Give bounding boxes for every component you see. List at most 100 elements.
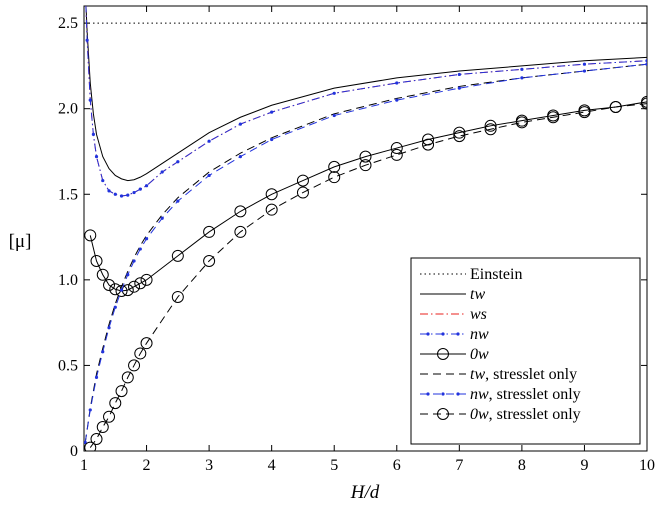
series-line — [85, 6, 647, 182]
data-point — [332, 113, 336, 118]
data-point — [390, 142, 403, 155]
data-point — [234, 205, 247, 218]
data-point — [207, 139, 211, 143]
axis-ticks — [83, 6, 648, 452]
series-layer — [84, 6, 647, 451]
data-point — [265, 188, 278, 201]
data-point — [91, 132, 95, 136]
data-point — [84, 229, 97, 242]
legend-label: Einstein — [470, 266, 522, 283]
data-point — [113, 192, 117, 196]
data-point — [456, 332, 460, 336]
data-point — [453, 126, 466, 139]
data-point — [96, 421, 109, 434]
data-point — [126, 273, 130, 277]
data-point — [265, 203, 278, 216]
data-point — [207, 173, 211, 178]
data-point — [645, 62, 647, 66]
data-point — [422, 138, 435, 151]
series-line — [84, 63, 647, 443]
x-tick-label: 1 — [80, 457, 88, 474]
series-line — [85, 6, 647, 197]
legend-series-name: tw — [470, 366, 485, 383]
data-point — [94, 155, 99, 159]
data-point — [115, 385, 128, 398]
data-point — [520, 76, 524, 80]
data-point — [395, 98, 399, 102]
data-point — [128, 359, 141, 372]
data-point — [203, 225, 216, 238]
y-tick-label: 0.5 — [58, 357, 78, 374]
data-point — [88, 408, 92, 412]
data-point — [641, 97, 647, 110]
data-point — [121, 371, 134, 384]
data-point — [426, 332, 430, 336]
series-3 — [85, 6, 647, 198]
data-point — [140, 273, 153, 286]
series-6 — [84, 62, 647, 445]
x-tick-label: 8 — [518, 457, 526, 474]
data-point — [176, 199, 180, 203]
y-tick-label: 1.5 — [58, 186, 78, 203]
data-point — [328, 160, 341, 173]
data-point — [238, 122, 242, 126]
data-point — [90, 255, 103, 268]
data-point — [103, 410, 116, 423]
data-point — [484, 123, 497, 136]
legend-entry: tw, stresslet only — [420, 366, 577, 383]
data-point — [103, 278, 116, 291]
series-7 — [84, 97, 647, 451]
data-point — [109, 397, 122, 410]
data-point — [107, 326, 111, 330]
data-point — [138, 247, 142, 251]
data-point — [85, 38, 89, 42]
data-point — [582, 69, 587, 73]
data-point — [645, 59, 647, 63]
data-point — [515, 116, 528, 129]
y-axis-label: [μ] — [9, 231, 32, 252]
legend-entry: nw — [420, 326, 489, 343]
legend-suffix: , stresslet only — [489, 406, 581, 423]
data-point — [144, 184, 149, 188]
legend-suffix: , stresslet only — [485, 366, 577, 383]
data-point — [126, 193, 130, 197]
legend-label: nw, stresslet only — [470, 386, 581, 403]
data-point — [457, 86, 461, 90]
legend-series-name: nw — [470, 326, 489, 343]
data-point — [90, 433, 103, 446]
data-point — [437, 408, 449, 420]
legend-series-name: tw — [470, 286, 485, 303]
legend-series-name: 0w — [470, 346, 489, 363]
data-point — [359, 159, 372, 172]
x-tick-label: 3 — [205, 457, 213, 474]
series-5 — [84, 63, 647, 443]
x-tick-label: 5 — [330, 457, 338, 474]
data-point — [520, 67, 524, 71]
x-tick-label: 10 — [639, 457, 655, 474]
data-point — [160, 216, 164, 220]
data-point — [84, 441, 97, 451]
legend-series-name: 0w — [470, 406, 489, 423]
data-point — [441, 332, 445, 336]
data-point — [547, 111, 560, 124]
data-point — [270, 137, 274, 142]
data-point — [171, 249, 184, 262]
data-point — [359, 150, 372, 163]
data-point — [160, 170, 164, 174]
data-point — [270, 110, 274, 114]
series-line — [84, 63, 647, 443]
legend-label: 0w — [470, 346, 489, 363]
data-point — [457, 72, 461, 77]
data-point — [134, 277, 147, 290]
data-point — [134, 347, 147, 360]
data-point — [94, 375, 99, 380]
data-point — [582, 62, 587, 66]
data-point — [140, 337, 153, 350]
x-tick-label: 2 — [143, 457, 151, 474]
legend-series-name: ws — [470, 306, 487, 323]
data-point — [101, 350, 105, 354]
data-point — [144, 237, 149, 241]
data-point — [107, 189, 111, 193]
data-point — [390, 148, 403, 161]
